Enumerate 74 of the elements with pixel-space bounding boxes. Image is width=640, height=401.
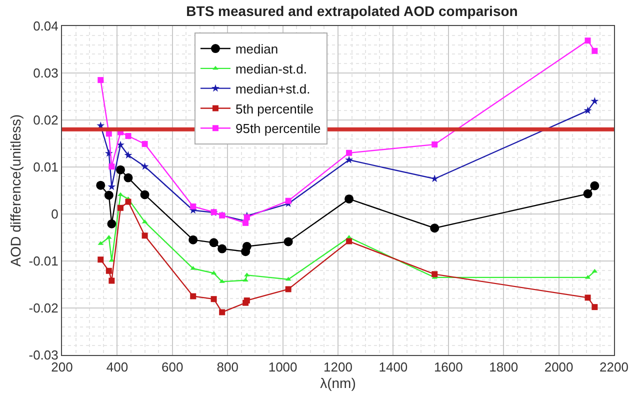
- point: [140, 162, 149, 170]
- legend-label: median: [235, 42, 278, 57]
- point: [344, 194, 354, 204]
- point: [107, 219, 116, 228]
- legend-label: 95th percentile: [235, 121, 321, 136]
- legend-label: median-st.d.: [235, 62, 308, 76]
- point: [142, 232, 148, 239]
- point: [140, 190, 150, 200]
- point: [345, 156, 354, 164]
- point: [584, 294, 591, 301]
- point: [108, 164, 115, 170]
- point: [116, 140, 124, 148]
- x-axis-title: λ(nm): [320, 374, 356, 391]
- point: [432, 141, 438, 148]
- point: [104, 190, 114, 200]
- y-axis-title: AOD difference(unitless): [7, 114, 24, 267]
- point: [244, 297, 250, 304]
- x-tick-label: 600: [162, 360, 184, 375]
- point: [98, 256, 104, 263]
- point: [284, 237, 293, 246]
- point: [590, 181, 600, 190]
- point: [430, 224, 440, 233]
- point: [432, 271, 438, 278]
- point: [188, 235, 198, 244]
- point: [106, 268, 112, 274]
- x-tick-label: 1800: [489, 360, 518, 375]
- y-tick-label: 0.03: [33, 66, 58, 81]
- y-tick-label: 0: [51, 206, 58, 222]
- x-tick-label: 2000: [544, 360, 574, 375]
- legend-label: 5th percentile: [235, 101, 314, 116]
- x-tick-label: 1600: [434, 360, 463, 375]
- chart-title: BTS measured and extrapolated AOD comparison: [186, 2, 518, 19]
- point: [118, 204, 124, 211]
- point: [142, 140, 148, 147]
- legend-label: median+st.d.: [235, 81, 310, 96]
- point: [190, 203, 196, 210]
- point: [285, 198, 292, 204]
- point: [584, 106, 592, 114]
- point: [242, 242, 252, 251]
- point: [244, 214, 250, 220]
- point: [116, 165, 126, 174]
- x-tick-label: 800: [216, 360, 238, 375]
- point: [242, 278, 248, 282]
- point: [209, 238, 218, 248]
- point: [124, 173, 133, 182]
- point: [285, 286, 292, 292]
- point: [592, 304, 598, 310]
- point: [125, 132, 132, 139]
- point: [346, 238, 352, 244]
- y-tick-label: -0.02: [28, 300, 58, 316]
- x-tick-label: 400: [106, 360, 128, 375]
- x-tick-label: 1200: [324, 360, 352, 375]
- y-tick-label: 0.01: [33, 160, 58, 175]
- point: [583, 189, 592, 198]
- point: [218, 244, 227, 254]
- point: [98, 77, 104, 84]
- point: [584, 38, 591, 44]
- point: [210, 296, 217, 302]
- point: [125, 198, 132, 205]
- point: [346, 150, 352, 156]
- x-tick-label: 2200: [600, 360, 628, 375]
- point: [124, 151, 132, 159]
- point: [190, 293, 196, 300]
- point: [242, 220, 249, 226]
- y-tick-label: 0.02: [33, 112, 58, 128]
- point: [108, 278, 115, 284]
- point: [592, 48, 598, 54]
- y-tick-label: 0.04: [33, 18, 58, 34]
- y-tick-label: -0.01: [28, 254, 58, 269]
- x-tick-label: 1400: [378, 360, 408, 375]
- point: [590, 97, 599, 105]
- point: [96, 180, 106, 190]
- point: [219, 309, 226, 316]
- x-tick-label: 1000: [268, 360, 298, 375]
